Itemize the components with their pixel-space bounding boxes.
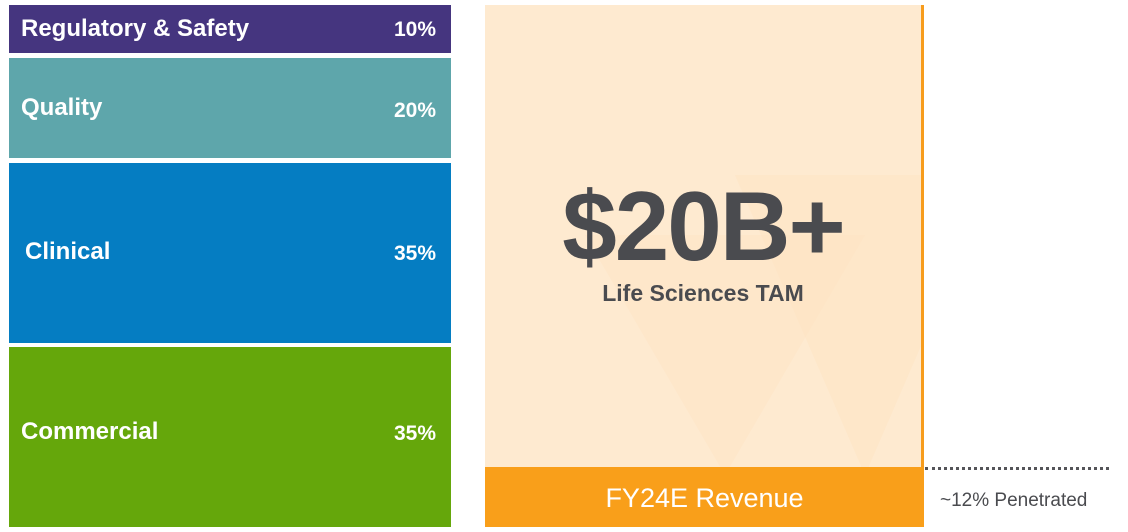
dotted-leader-line — [925, 467, 1109, 470]
penetration-label: ~12% Penetrated — [940, 490, 1088, 511]
revenue-label: FY24E Revenue — [605, 483, 804, 513]
segment-percent: 35% — [393, 422, 436, 445]
decorative-triangle — [735, 175, 921, 467]
segment-quality: Quality 20% — [9, 58, 451, 158]
segment-percent: 10% — [393, 18, 436, 41]
tam-panel: $20B+ Life Sciences TAM — [485, 5, 924, 467]
segment-label: Quality — [21, 94, 103, 121]
segment-label: Regulatory & Safety — [21, 15, 250, 42]
segment-commercial: Commercial 35% — [9, 347, 451, 527]
segment-label: Commercial — [21, 418, 159, 445]
segment-percent: 20% — [393, 99, 436, 122]
tam-label: Life Sciences TAM — [602, 280, 804, 306]
segment-clinical: Clinical 35% — [9, 163, 451, 343]
segment-percent: 35% — [393, 242, 436, 265]
segment-label: Clinical — [25, 238, 111, 265]
segment-regulatory-safety: Regulatory & Safety 10% — [9, 5, 451, 53]
revenue-bar: FY24E Revenue — [485, 467, 924, 527]
tam-value: $20B+ — [562, 171, 846, 281]
